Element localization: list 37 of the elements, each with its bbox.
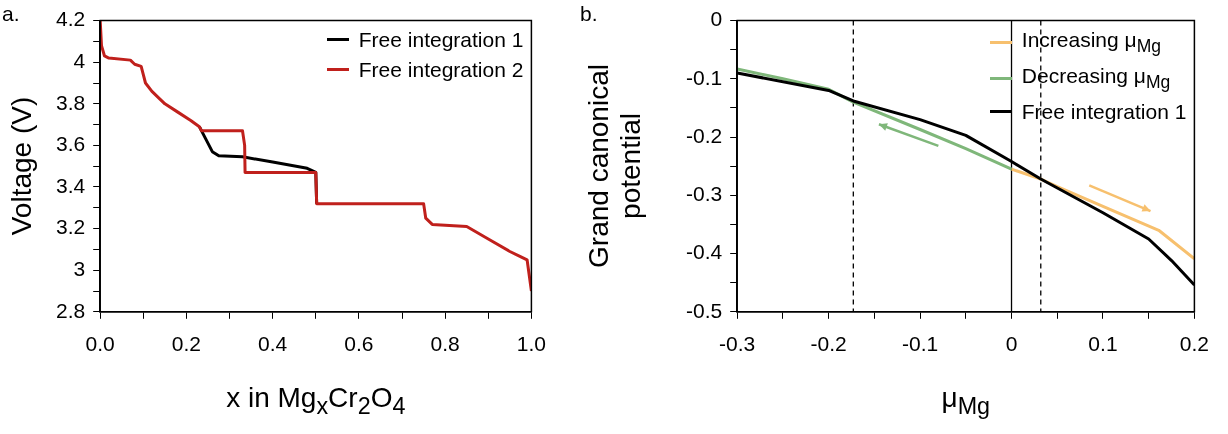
legend-label: Increasing μ$_{Mg}$ (1021, 26, 1161, 58)
y-tick-label: 3.4 (55, 173, 86, 197)
legend-label: Free integration 1 (1021, 98, 1187, 125)
x-tick-label: 0 (1005, 332, 1018, 356)
x-tick-label: -0.1 (901, 332, 939, 356)
x-tick-label: 1.0 (516, 332, 547, 356)
x-axis-title: x in Mg$_{x}$Cr$_{2}$O$_{4}$ (226, 382, 406, 420)
y-axis-title: Grand canonical potential (583, 63, 647, 271)
y-tick-label: -0.4 (686, 240, 723, 264)
y-tick-label: 0 (710, 7, 723, 31)
y-axis-title: Voltage (V) (6, 96, 37, 236)
x-tick-label: 0.2 (171, 332, 202, 356)
y-tick-label: 3.6 (55, 132, 86, 156)
y-tick-label: -0.1 (686, 65, 723, 89)
y-tick-label: 2.8 (55, 298, 86, 322)
x-tick-label: -0.2 (810, 332, 847, 356)
y-tick-label: 4 (73, 49, 86, 72)
legend-label: Free integration 2 (358, 56, 524, 83)
y-tick-label: -0.2 (686, 123, 723, 147)
x-tick-label: 0.6 (344, 332, 374, 356)
legend-label: Free integration 1 (358, 26, 524, 53)
y-tick-label: 3 (73, 257, 86, 280)
y-tick-label: -0.3 (686, 182, 723, 206)
y-tick-label: -0.5 (686, 298, 723, 322)
y-tick-label: 4.2 (55, 7, 86, 31)
x-tick-label: -0.3 (719, 332, 756, 356)
x-axis-title: μ$_{Mg}$ (941, 382, 991, 420)
x-tick-label: 0.4 (258, 332, 288, 356)
x-tick-label: 0.8 (430, 332, 460, 356)
x-tick-label: 0.1 (1088, 332, 1118, 356)
x-tick-label: 0.0 (85, 332, 115, 356)
legend-label: Decreasing μ$_{Mg}$ (1021, 62, 1171, 94)
text: a. (2, 2, 20, 26)
text: b. (580, 2, 598, 26)
x-tick-label: 0.2 (1179, 332, 1210, 356)
y-tick-label: 3.8 (55, 90, 86, 114)
y-tick-label: 3.2 (55, 215, 86, 239)
